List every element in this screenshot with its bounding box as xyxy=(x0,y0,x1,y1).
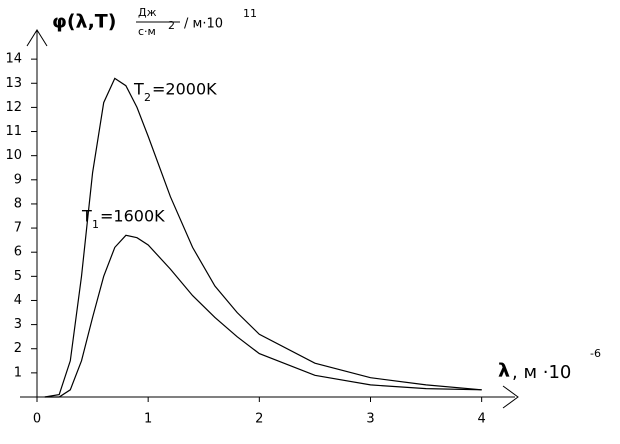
series-label: T xyxy=(133,80,144,99)
y-tick-label: 14 xyxy=(5,52,22,67)
x-tick-label: 3 xyxy=(366,412,374,427)
y-label-main: φ(λ,T) xyxy=(52,11,116,33)
curve xyxy=(44,77,482,398)
x-tick-label: 4 xyxy=(478,412,486,427)
y-tick-label: 13 xyxy=(5,76,22,91)
series-label: T xyxy=(81,207,92,226)
x-tick-label: 1 xyxy=(144,412,152,427)
y-tick-label: 10 xyxy=(5,148,22,163)
y-tick-label: 4 xyxy=(14,293,22,308)
y-label-unit-sup: 11 xyxy=(243,7,257,20)
y-arrow xyxy=(26,29,48,47)
y-tick-label: 9 xyxy=(14,172,22,187)
x-tick-label: 0 xyxy=(33,412,41,427)
y-tick-label: 7 xyxy=(14,221,22,236)
x-tick-label: 2 xyxy=(255,412,263,427)
y-tick-label: 12 xyxy=(5,100,22,115)
series-label-rest: =1600K xyxy=(100,207,165,226)
y-tick-label: 5 xyxy=(14,269,22,284)
axes xyxy=(20,29,519,409)
y-label-num: Дж xyxy=(138,6,157,19)
x-label-unit-sup: -6 xyxy=(590,347,601,360)
y-label-den-sup: 2 xyxy=(168,19,175,32)
y-tick-label: 2 xyxy=(14,341,22,356)
y-label-den: с·м xyxy=(138,25,156,38)
series-label-sub: 2 xyxy=(144,91,151,104)
series-label-rest: =2000K xyxy=(152,80,217,99)
y-tick-label: 1 xyxy=(14,365,22,380)
y-label-unit: / м·10 xyxy=(184,17,223,32)
y-tick-label: 6 xyxy=(14,245,22,260)
series-label-sub: 1 xyxy=(92,218,99,231)
y-tick-label: 8 xyxy=(14,196,22,211)
y-tick-label: 3 xyxy=(14,317,22,332)
x-arrow xyxy=(502,385,519,409)
x-label-unit: , м ·10 xyxy=(512,362,571,383)
y-tick-label: 11 xyxy=(5,124,22,139)
x-label-main: λ xyxy=(498,360,510,382)
curve xyxy=(44,234,482,398)
